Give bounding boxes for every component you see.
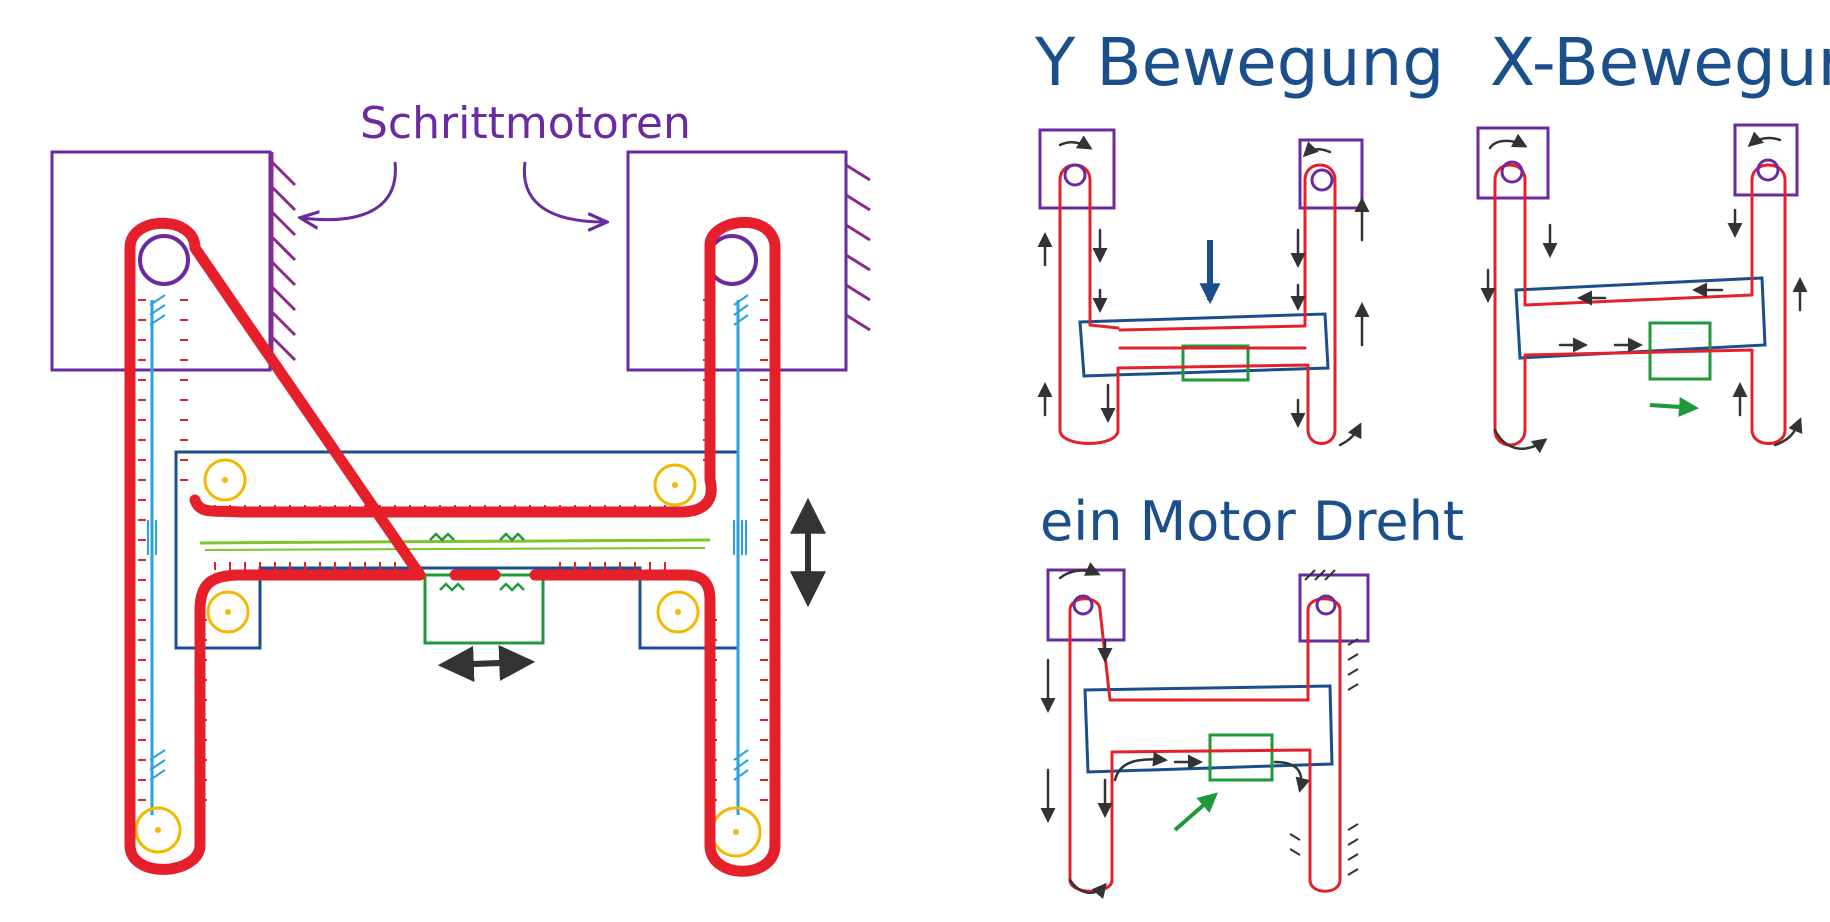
motor-left — [50, 150, 272, 372]
toolhead — [423, 573, 545, 645]
belt-teeth — [138, 299, 768, 801]
motor-mount-hatching-right — [845, 163, 871, 332]
x-move-arrow — [437, 645, 536, 682]
motors-label: Schrittmotoren — [360, 98, 691, 149]
motors-arrow-left — [302, 161, 397, 220]
x-move-title: X-Bewegung — [1490, 24, 1830, 101]
rail-left — [147, 294, 166, 815]
rail-right — [733, 294, 749, 815]
y-move-title: Y Bewegung — [1034, 24, 1444, 101]
motor-mount-hatching-left — [268, 152, 297, 370]
belt-clamps — [429, 532, 525, 592]
x-rail — [199, 538, 711, 545]
belt-h — [124, 217, 781, 877]
x-move-diagram: X-Bewegung — [1476, 24, 1830, 454]
main-diagram: Schrittmotoren — [50, 98, 871, 877]
one-motor-diagram: ein Motor Dreht — [1040, 490, 1464, 900]
idler-pulleys — [134, 458, 762, 858]
motors-arrow-right — [522, 161, 605, 222]
motor-pulleys — [138, 234, 758, 286]
one-motor-title: ein Motor Dreht — [1040, 490, 1464, 553]
y-move-diagram: Y Bewegung — [1034, 24, 1444, 447]
